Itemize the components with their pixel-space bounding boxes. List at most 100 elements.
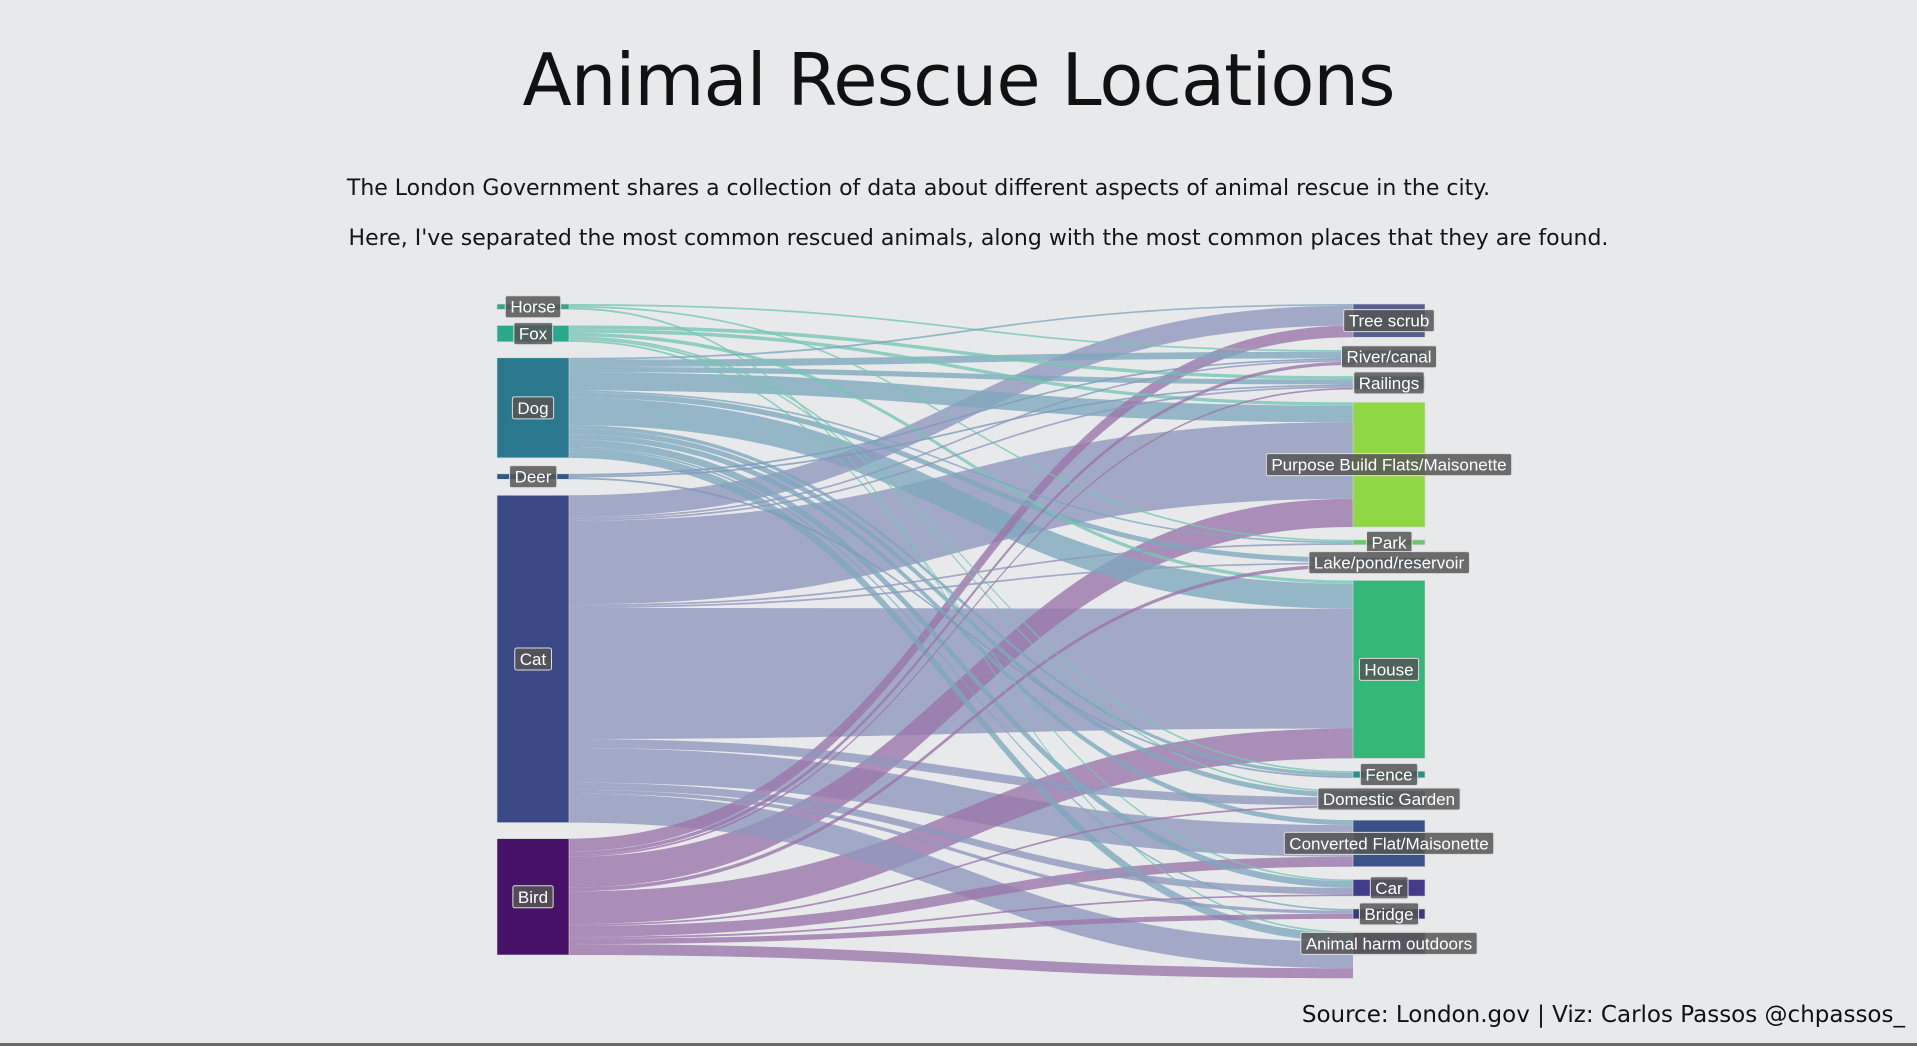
source-label-text-deer: Deer [515,468,552,487]
link-dog-to-fence [569,425,1353,777]
link-horse-to-animal-harm-outdoors [569,307,1353,934]
link-dog-to-animal-harm-outdoors [569,448,1353,942]
link-bird-to-house [569,728,1353,925]
source-label-box-dog [511,396,555,420]
target-label-park: Park [1366,530,1413,554]
source-label-text-dog: Dog [517,399,548,418]
source-label-cat: Cat [514,647,552,671]
link-bird-to-bridge [569,913,1353,945]
target-label-box-animal-harm-outdoors [1300,931,1478,955]
target-label-box-fence [1359,763,1419,787]
link-dog-to-tree-scrub [569,304,1353,360]
link-bird-to-railings [569,387,1353,857]
link-dog-to-converted-flat-maisonette [569,434,1353,826]
target-label-box-purpose-build-flats-maisonette [1265,453,1513,477]
target-label-house: House [1358,657,1420,681]
link-fox-to-railings [569,325,1353,380]
target-label-domestic-garden: Domestic Garden [1317,787,1461,811]
target-label-text-animal-harm-outdoors: Animal harm outdoors [1306,934,1472,953]
target-label-text-river-canal: River/canal [1346,348,1431,367]
link-cat-to-house [569,608,1353,739]
subtitle-line-2: Here, I've separated the most common res… [348,226,1609,251]
link-dog-to-river-canal [569,351,1353,367]
source-label-dog: Dog [511,396,555,420]
link-cat-to-lake-pond-reservoir [569,562,1353,609]
link-dog-to-car [569,439,1353,888]
target-label-tree-scrub: Tree scrub [1343,309,1435,333]
link-fox-to-purpose-build-flats-maisonette [569,329,1353,406]
source-label-text-fox: Fox [519,325,548,344]
source-label-box-fox [513,322,554,346]
link-cat-to-car [569,782,1353,895]
link-cat-to-bridge [569,789,1353,914]
target-label-box-converted-flat-maisonette [1283,831,1495,855]
link-cat-to-converted-flat-maisonette [569,748,1353,857]
link-dog-to-railings [569,366,1353,385]
target-label-converted-flat-maisonette: Converted Flat/Maisonette [1283,831,1495,855]
labels-layer: Horse Fox Dog Deer Cat Bird Tree scrub River/ca… [504,295,1513,955]
source-label-horse: Horse [504,295,562,319]
subtitle-line-1: The London Government shares a collectio… [346,176,1491,201]
source-label-box-cat [514,647,552,671]
link-fox-to-car [569,340,1353,882]
target-label-box-domestic-garden [1317,787,1461,811]
source-label-deer: Deer [509,465,558,489]
target-label-box-car [1369,876,1409,900]
target-label-text-converted-flat-maisonette: Converted Flat/Maisonette [1289,834,1488,853]
source-label-text-cat: Cat [520,650,547,669]
link-cat-to-tree-scrub [569,305,1353,518]
target-label-river-canal: River/canal [1340,345,1438,369]
link-deer-to-fence [569,477,1353,778]
source-label-box-bird [512,885,554,909]
bottom-divider [0,1043,1917,1046]
links-layer [569,304,1353,979]
link-fox-to-house [569,332,1353,584]
source-credit: Source: London.gov | Viz: Carlos Passos … [1301,1002,1905,1028]
link-dog-to-bridge [569,446,1353,911]
target-label-bridge: Bridge [1358,902,1420,926]
source-label-fox: Fox [513,322,554,346]
target-label-text-tree-scrub: Tree scrub [1349,312,1430,331]
target-label-text-purpose-build-flats-maisonette: Purpose Build Flats/Maisonette [1271,456,1506,475]
source-label-box-deer [509,465,558,489]
target-label-lake-pond-reservoir: Lake/pond/reservoir [1308,551,1470,575]
target-label-text-house: House [1364,660,1413,679]
link-horse-to-park [569,305,1353,542]
link-fox-to-fence [569,336,1353,773]
target-label-car: Car [1369,876,1409,900]
target-label-box-bridge [1358,902,1420,926]
target-label-text-lake-pond-reservoir: Lake/pond/reservoir [1314,554,1465,573]
link-cat-to-domestic-garden [569,738,1353,806]
link-bird-to-animal-harm-outdoors [569,944,1353,979]
target-label-text-fence: Fence [1365,766,1412,785]
link-cat-to-river-canal [569,360,1353,519]
link-bird-to-tree-scrub [569,325,1353,852]
target-label-text-park: Park [1372,533,1407,552]
link-fox-to-domestic-garden [569,338,1353,793]
link-dog-to-park [569,390,1353,544]
link-dog-to-purpose-build-flats-maisonette [569,372,1353,423]
target-label-purpose-build-flats-maisonette: Purpose Build Flats/Maisonette [1265,453,1513,477]
link-bird-to-car [569,894,1353,939]
source-label-text-horse: Horse [510,298,555,317]
target-label-animal-harm-outdoors: Animal harm outdoors [1300,931,1478,955]
chart-title: Animal Rescue Locations [522,38,1395,122]
link-bird-to-lake-pond-reservoir [569,564,1353,892]
target-label-text-railings: Railings [1359,374,1419,393]
source-label-text-bird: Bird [518,888,548,907]
target-label-text-domestic-garden: Domestic Garden [1323,790,1455,809]
target-label-railings: Railings [1353,371,1425,395]
source-label-bird: Bird [512,885,554,909]
target-label-box-river-canal [1340,345,1438,369]
source-label-box-horse [504,295,562,319]
target-label-box-railings [1353,371,1425,395]
target-label-text-bridge: Bridge [1364,905,1413,924]
link-dog-to-house [569,397,1353,609]
link-cat-to-railings [569,386,1353,521]
link-horse-to-river-canal [569,304,1353,352]
link-bird-to-domestic-garden [569,805,1353,926]
target-label-text-car: Car [1375,879,1403,898]
link-deer-to-railings [569,384,1353,478]
link-bird-to-river-canal [569,361,1353,855]
